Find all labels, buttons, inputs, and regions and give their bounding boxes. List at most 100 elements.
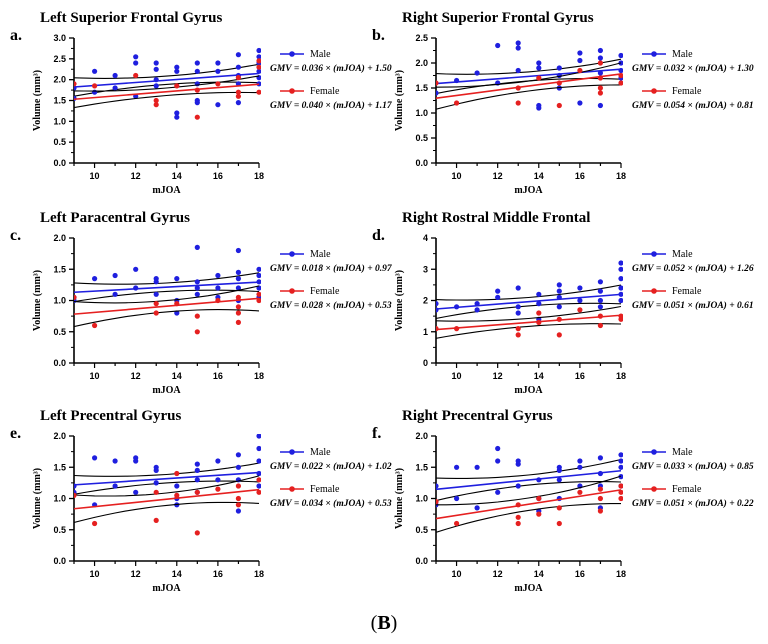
y-tick-label: 4	[423, 233, 428, 243]
y-tick-label: 2.0	[53, 233, 66, 243]
data-point-male	[577, 100, 583, 106]
confidence-band-male	[436, 458, 622, 479]
data-point-male	[436, 90, 439, 96]
y-tick-label: 3.0	[53, 33, 66, 43]
chart-title: Left Precentral Gyrus	[40, 408, 182, 424]
data-point-female	[597, 486, 603, 492]
confidence-band-female	[436, 503, 621, 533]
x-tick-label: 16	[575, 569, 585, 579]
caption-open: (	[370, 612, 378, 634]
y-tick-label: 2.5	[415, 33, 428, 43]
data-point-male	[92, 68, 98, 74]
x-tick-label: 10	[90, 171, 100, 181]
data-point-female	[556, 505, 562, 511]
data-point-male	[618, 458, 623, 464]
data-point-male	[577, 464, 583, 470]
legend-marker-female	[651, 88, 657, 94]
data-point-male	[174, 110, 180, 116]
panel-letter: d.	[372, 227, 385, 244]
y-tick-label: 1.0	[415, 108, 428, 118]
legend-label-male: Male	[310, 249, 331, 260]
y-tick-label: 1.5	[415, 462, 428, 472]
plot-area	[74, 244, 261, 335]
legend-marker-male	[651, 449, 657, 455]
data-point-male	[495, 458, 501, 464]
y-axis-label: Volume (mm³)	[394, 70, 405, 131]
data-point-male	[92, 455, 98, 461]
x-tick-label: 12	[131, 371, 141, 381]
plot-area	[436, 40, 623, 111]
x-axis-label: mJOA	[514, 385, 543, 396]
x-tick-label: 18	[616, 171, 626, 181]
data-point-male	[474, 70, 480, 76]
confidence-band-female	[74, 91, 260, 109]
legend-marker-female	[289, 288, 295, 294]
regression-line-male	[74, 471, 260, 486]
data-point-male	[556, 467, 562, 473]
data-point-female	[556, 332, 562, 338]
data-point-male	[256, 445, 261, 452]
data-point-female	[436, 326, 439, 332]
legend-label-male: Male	[310, 447, 331, 458]
data-point-male	[194, 461, 200, 467]
confidence-band-male	[74, 480, 260, 495]
confidence-band-female	[436, 84, 622, 110]
data-point-female	[454, 520, 460, 527]
data-point-female	[597, 322, 603, 329]
y-tick-label: 2.0	[53, 75, 66, 85]
data-point-female	[597, 85, 603, 91]
data-point-male	[174, 68, 180, 74]
data-point-male	[215, 458, 221, 464]
y-tick-label: 0.0	[415, 556, 428, 566]
data-point-male	[618, 452, 623, 458]
data-point-female	[515, 326, 521, 332]
x-tick-label: 14	[172, 371, 182, 381]
legend-marker-male	[651, 251, 657, 257]
data-point-female	[556, 102, 562, 109]
data-point-female	[235, 304, 241, 310]
data-point-male	[618, 52, 623, 59]
x-tick-label: 10	[452, 171, 462, 181]
data-point-male	[215, 60, 221, 66]
data-point-male	[235, 64, 241, 70]
data-point-male	[454, 495, 460, 502]
y-axis-label: Volume (mm³)	[394, 468, 405, 529]
confidence-band-female	[74, 309, 260, 328]
data-point-male	[556, 304, 562, 310]
y-tick-label: 2	[423, 296, 428, 306]
data-point-male	[133, 60, 139, 66]
x-tick-label: 12	[493, 171, 503, 181]
y-tick-label: 1.0	[53, 116, 66, 126]
data-point-male	[577, 50, 583, 56]
x-tick-label: 14	[534, 569, 544, 579]
chart-panel: a. Left Superior Frontal Gyrus 0.0 0.5 1.0 1.…	[10, 10, 393, 196]
data-point-male	[133, 54, 139, 60]
data-point-female	[536, 75, 542, 81]
data-point-male	[577, 57, 583, 64]
data-point-male	[194, 244, 200, 250]
data-point-male	[515, 285, 521, 291]
data-point-male	[235, 100, 241, 106]
y-tick-label: 2.5	[53, 54, 66, 64]
data-point-male	[92, 276, 98, 282]
confidence-band-male	[436, 58, 622, 75]
x-tick-label: 16	[575, 371, 585, 381]
plot-area	[436, 445, 623, 533]
data-point-male	[597, 55, 603, 61]
legend-marker-male	[289, 251, 295, 257]
data-point-male	[256, 68, 261, 74]
regression-line-male	[436, 469, 622, 491]
confidence-band-male	[74, 63, 260, 79]
y-tick-label: 0.5	[53, 137, 66, 147]
data-point-female	[436, 80, 439, 86]
data-point-male	[515, 461, 521, 467]
data-point-male	[495, 294, 501, 300]
data-point-male	[133, 489, 139, 495]
data-point-male	[474, 505, 480, 511]
confidence-band-female	[74, 285, 260, 304]
legend-equation-male: GMV = 0.018 × (mJOA) + 0.97	[270, 263, 393, 274]
data-point-male	[153, 66, 159, 72]
data-point-male	[577, 285, 583, 291]
data-point-male	[515, 310, 521, 316]
legend-equation-female: GMV = 0.028 × (mJOA) + 0.53	[270, 300, 392, 311]
